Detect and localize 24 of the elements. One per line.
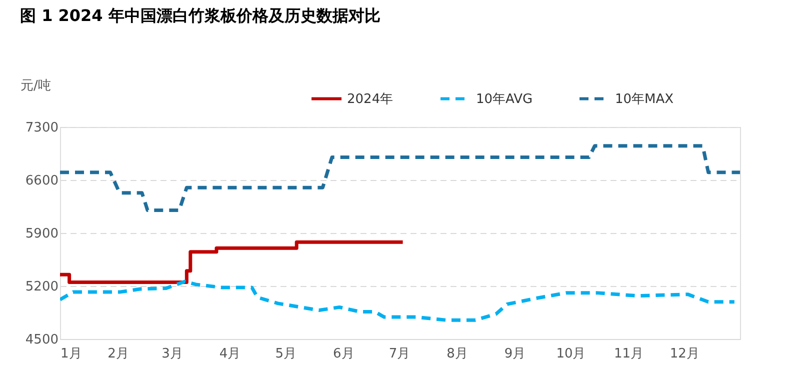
x-tick-label: 6月 (333, 346, 354, 362)
y-tick-label: 5900 (25, 226, 58, 242)
x-tick-label: 9月 (504, 346, 526, 362)
x-tick-label: 8月 (446, 346, 468, 362)
y-tick-label: 7300 (25, 120, 58, 136)
y-tick-label: 4500 (25, 332, 58, 348)
x-tick-label: 10月 (556, 346, 586, 362)
line-series (60, 144, 740, 212)
x-tick-label: 7月 (388, 346, 410, 362)
legend-label: 10年AVG (476, 92, 533, 107)
x-tick-label: 2月 (108, 346, 129, 362)
y-axis-title: 元/吨 (20, 78, 51, 94)
x-tick-label: 12月 (670, 346, 700, 362)
x-tick-label: 3月 (162, 346, 183, 362)
legend-label: 10年MAX (615, 92, 674, 107)
line-series (60, 280, 736, 322)
y-tick-label: 6600 (25, 174, 58, 188)
chart-title: 图 1 2024 年中国漂白竹浆板价格及历史数据对比 (20, 6, 380, 25)
x-tick-label: 5月 (275, 346, 297, 362)
legend-label: 2024年 (347, 92, 394, 107)
y-tick-label: 5200 (25, 280, 58, 294)
x-tick-label: 11月 (614, 346, 644, 362)
x-tick-label: 1月 (60, 346, 82, 362)
x-tick-label: 4月 (219, 346, 241, 362)
